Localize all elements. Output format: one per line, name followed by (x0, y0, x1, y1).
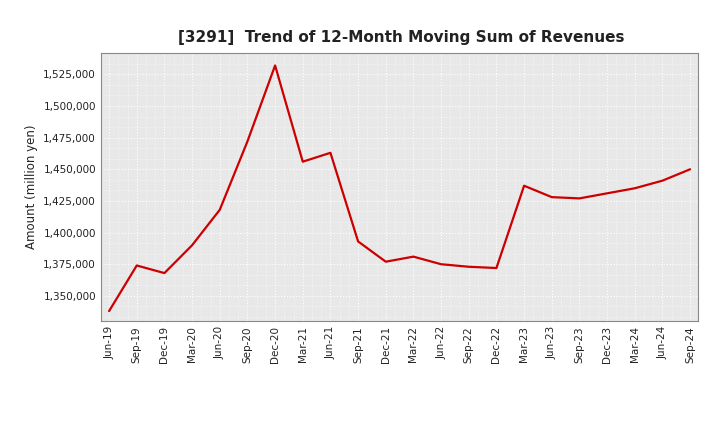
Text: [3291]  Trend of 12-Month Moving Sum of Revenues: [3291] Trend of 12-Month Moving Sum of R… (179, 29, 625, 45)
Y-axis label: Amount (million yen): Amount (million yen) (24, 125, 37, 249)
